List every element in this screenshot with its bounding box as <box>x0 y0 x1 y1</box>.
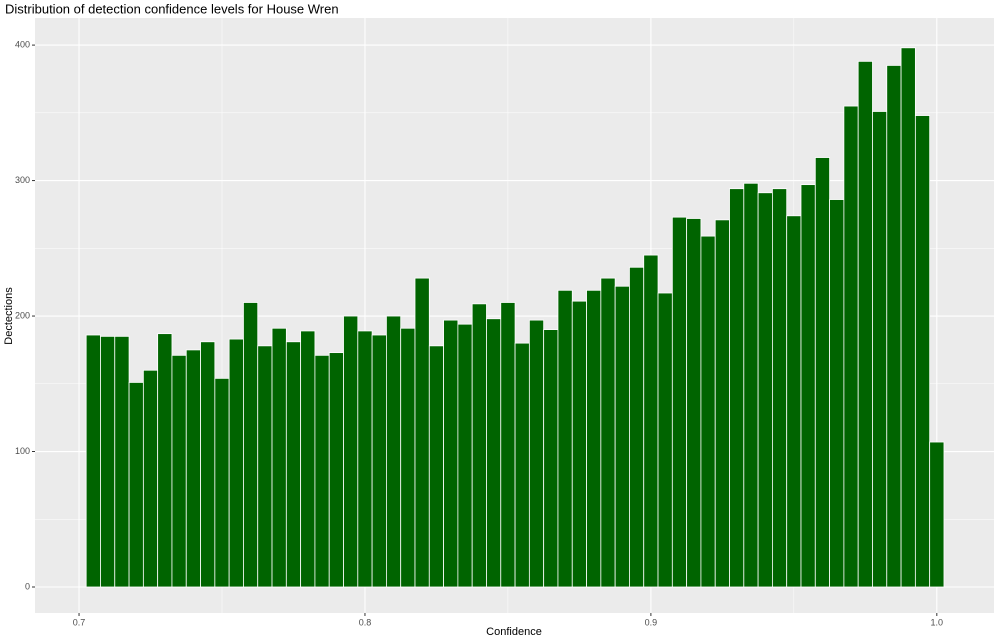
bar <box>900 47 916 588</box>
bar <box>171 354 187 588</box>
bar <box>872 111 888 588</box>
bar <box>629 266 645 588</box>
x-tick-label: 0.9 <box>645 617 658 627</box>
bar <box>200 341 216 588</box>
bar <box>557 289 573 588</box>
chart-title: Distribution of detection confidence lev… <box>5 1 339 16</box>
y-tick-label: 300 <box>15 175 30 185</box>
bar <box>543 329 559 588</box>
bar <box>386 315 402 588</box>
bar <box>471 303 487 588</box>
bar <box>586 289 602 588</box>
bar <box>757 192 773 588</box>
bar <box>500 302 516 588</box>
bar <box>314 354 330 588</box>
bar <box>443 319 459 588</box>
bar <box>514 342 530 588</box>
bar <box>643 254 659 588</box>
bar <box>614 285 630 588</box>
bar <box>285 341 302 588</box>
y-axis-title: Dectections <box>3 287 15 345</box>
bar <box>85 334 101 588</box>
bar <box>800 184 816 588</box>
bar <box>100 335 116 588</box>
bar <box>886 65 902 588</box>
bar <box>772 188 788 588</box>
bar <box>142 369 159 588</box>
bar <box>786 215 802 588</box>
bar <box>857 60 873 588</box>
bar <box>528 319 545 588</box>
bar <box>657 292 673 588</box>
bar <box>929 441 945 588</box>
x-tick-label: 0.8 <box>359 617 372 627</box>
bar <box>214 377 230 588</box>
bar <box>357 330 373 588</box>
bar <box>400 327 416 588</box>
bar <box>257 345 273 588</box>
bar <box>743 182 759 588</box>
bar <box>700 235 716 588</box>
bar <box>228 338 244 588</box>
y-tick-label: 200 <box>15 310 30 320</box>
y-tick-label: 0 <box>25 581 30 591</box>
bar <box>128 382 144 588</box>
bar <box>686 218 702 588</box>
bar <box>185 349 201 588</box>
x-axis-title: Confidence <box>486 626 542 638</box>
bar <box>600 277 616 588</box>
bar <box>457 323 473 588</box>
bar <box>271 327 287 588</box>
bar <box>328 352 344 588</box>
bar <box>157 333 173 588</box>
bar <box>114 335 130 588</box>
bar <box>371 334 387 588</box>
bar <box>343 315 359 588</box>
x-tick-label: 1.0 <box>931 617 944 627</box>
bar <box>814 157 830 588</box>
bar <box>243 302 259 588</box>
y-tick-label: 100 <box>15 446 30 456</box>
x-tick-label: 0.7 <box>73 617 86 627</box>
bar <box>486 318 502 588</box>
bar <box>414 277 430 588</box>
bar <box>843 105 859 588</box>
bar <box>671 216 688 588</box>
bar <box>571 300 587 588</box>
bar <box>300 330 316 588</box>
bar <box>714 219 730 588</box>
y-tick-label: 400 <box>15 39 30 49</box>
bar <box>829 199 845 588</box>
bar <box>428 345 444 588</box>
bar <box>729 188 745 588</box>
bar <box>914 115 931 588</box>
